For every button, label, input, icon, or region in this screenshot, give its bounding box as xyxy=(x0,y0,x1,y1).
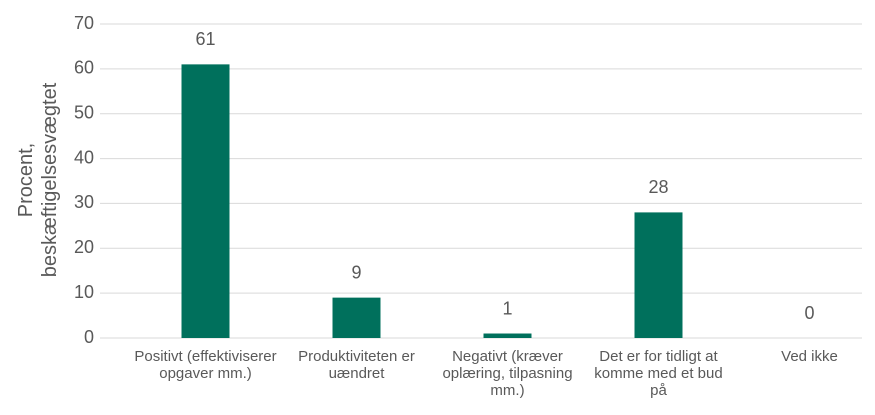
x-tick-label: Produktiviteten er uændret xyxy=(298,348,415,382)
y-tick-label: 20 xyxy=(74,237,94,257)
x-tick-label: Det er for tidligt at komme med et bud p… xyxy=(594,348,723,399)
y-tick-label: 70 xyxy=(74,13,94,33)
bar xyxy=(181,64,230,338)
value-label: 9 xyxy=(351,262,361,282)
y-tick-label: 10 xyxy=(74,282,94,302)
y-tick-label: 30 xyxy=(74,192,94,212)
y-tick-label: 40 xyxy=(74,147,94,167)
y-tick-label: 50 xyxy=(74,102,94,122)
y-tick-label: 0 xyxy=(84,327,94,347)
value-label: 0 xyxy=(804,303,814,323)
bar xyxy=(483,333,532,338)
x-tick-label: Positivt (effektiviserer opgaver mm.) xyxy=(134,348,277,382)
y-tick-label: 60 xyxy=(74,58,94,78)
x-tick-label: Negativt (kræver oplæring, tilpasning mm… xyxy=(442,348,573,399)
bar xyxy=(332,297,381,338)
y-axis-label: Procent, beskæftigelsesvægtet xyxy=(15,82,61,278)
value-label: 28 xyxy=(648,177,668,197)
value-label: 1 xyxy=(502,298,512,318)
value-label: 61 xyxy=(195,29,215,49)
x-tick-label: Ved ikke xyxy=(781,348,838,365)
bar xyxy=(634,212,683,338)
